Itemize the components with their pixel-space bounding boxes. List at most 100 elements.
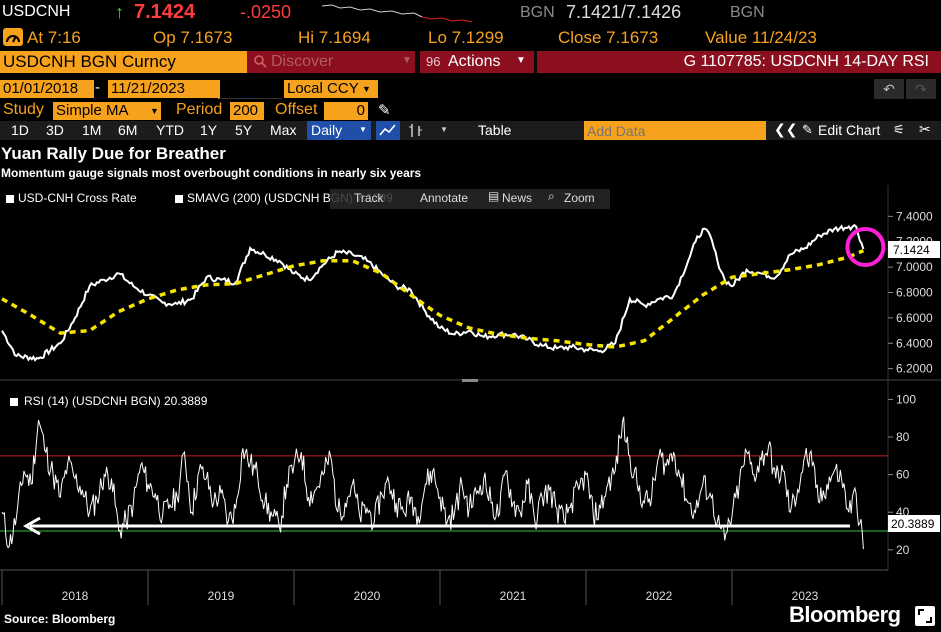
upper-tick-label: 6.6000 [896,311,933,325]
menu-annotate[interactable]: Annotate [420,191,469,205]
line-chart-icon[interactable] [376,121,400,140]
currency-select[interactable]: Local CCY [284,80,378,98]
bid-source: BGN [520,4,555,21]
rsi-last-tag: 20.3889 [888,515,940,532]
lower-legend: RSI (14) (USDCNH BGN) 20.3889 [0,393,300,413]
range-3d[interactable]: 3D [46,122,64,138]
discover-button[interactable]: Discover ▼ [247,51,415,73]
close-price: Close 7.1673 [558,28,659,47]
rsi-series-line [1,416,864,550]
actions-button[interactable]: 96 Actions ▼ [420,51,534,73]
upper-tick-label: 7.4000 [896,209,933,223]
range-max[interactable]: Max [270,122,297,138]
chevron-down-icon: ▼ [402,55,412,66]
table-button[interactable]: Table [478,122,512,138]
security-bar: USDCNH BGN Curncy Discover ▼ 96 Actions … [0,51,941,73]
quote-time: At 7:16 [27,28,81,47]
menu-zoom[interactable]: Zoom [564,191,595,205]
search-icon [253,54,267,73]
legend-swatch-sma [175,195,183,203]
upper-tick-label: 7.0000 [896,260,933,274]
upper-tick-label: 6.4000 [896,336,933,350]
high-price: Hi 7.1694 [298,28,371,47]
calendar-icon[interactable] [218,80,282,99]
x-tick-label: 2023 [792,589,819,603]
sma-series-line [1,249,865,349]
frequency-select[interactable]: Daily ▼ [307,121,371,140]
chart-toolbar: 1D 3D 1M 6M YTD 1Y 5Y Max Daily ▼ ▼ Tabl… [0,121,941,140]
legend-swatch-price [6,195,14,203]
edit-pencil-icon: ✎ [802,122,813,137]
range-1m[interactable]: 1M [82,122,102,138]
security-field[interactable]: USDCNH BGN Curncy [0,51,247,73]
up-arrow-icon: ↑ [115,2,124,22]
panel-resize-handle[interactable] [462,379,478,382]
bar-chart-icon[interactable] [404,121,428,140]
x-tick-label: 2021 [500,589,527,603]
subheadline: Momentum gauge signals most overbought c… [1,166,422,180]
lower-tick-label: 60 [896,468,910,482]
legend-price: USD-CNH Cross Rate [18,191,137,205]
x-tick-label: 2020 [354,589,381,603]
undo-button[interactable]: ↶ [874,79,904,99]
discover-label: Discover [271,53,334,70]
news-icon: ▤ [488,189,500,203]
range-6m[interactable]: 6M [118,122,138,138]
price-series-line [1,223,865,362]
range-ytd[interactable]: YTD [156,122,184,138]
bloomberg-logo: Bloomberg [789,602,901,627]
bid-ask: 7.1421/7.1426 [566,2,682,22]
range-5y[interactable]: 5Y [235,122,253,138]
settings-icon[interactable]: ⚟ [893,122,905,137]
zoom-icon: ⌕ [548,189,555,203]
menu-news[interactable]: News [502,191,533,205]
study-label: Study [3,101,44,118]
price-change: -.0250 [240,2,292,22]
edit-chart-button[interactable]: Edit Chart [818,122,881,138]
source-note: Source: Bloomberg [4,612,116,626]
start-date-field[interactable]: 01/01/2018 [0,80,94,98]
frequency-label: Daily [311,122,343,138]
upper-tick-label: 6.8000 [896,286,933,300]
chart-context-menu: Track Annotate ▤ News ⌕ Zoom [330,189,610,209]
sparkline [322,4,472,23]
tools-icon[interactable]: ✂ [919,121,931,137]
pencil-icon[interactable]: ✎ [378,102,391,119]
chevron-down-icon: ▼ [516,55,526,66]
lower-tick-label: 80 [896,430,910,444]
chevron-down-icon: ▼ [150,106,159,116]
chart-canvas[interactable]: 6.20006.40006.60006.80007.00007.20007.40… [0,185,941,605]
chart-title: G 1107785: USDCNH 14-DAY RSI [683,53,929,70]
add-data-input[interactable] [584,121,766,140]
chart-title-bar: G 1107785: USDCNH 14-DAY RSI [537,51,941,73]
offset-field[interactable]: 0 [324,102,368,120]
left-arrow-icon [22,516,850,536]
ask-source: BGN [730,4,765,21]
period-field[interactable]: 200 [230,102,264,120]
quote-header: USDCNH ↑ 7.1424 -.0250 BGN 7.1421/7.1426… [0,1,941,23]
ticker-symbol[interactable]: USDCNH [2,3,71,20]
offset-label: Offset [275,101,318,118]
legend-rsi: RSI (14) (USDCNH BGN) 20.3889 [24,394,208,408]
lower-tick-label: 100 [896,392,916,406]
range-1d[interactable]: 1D [11,122,29,138]
x-tick-label: 2022 [646,589,673,603]
x-tick-label: 2019 [208,589,235,603]
rsi-last-label: 20.3889 [891,517,935,531]
price-last-label: 7.1424 [893,243,930,257]
end-date-field[interactable]: 11/21/2023 [108,80,220,98]
range-1y[interactable]: 1Y [200,122,218,138]
study-select[interactable]: Simple MA [53,102,161,120]
upper-tick-label: 6.2000 [896,362,933,376]
menu-track[interactable]: Track [354,191,384,205]
gauge-icon [3,28,23,46]
expand-icon[interactable] [915,606,935,626]
chevron-down-icon: ▼ [440,125,448,134]
low-price: Lo 7.1299 [428,28,504,47]
collapse-icon[interactable]: ❮❮ [774,121,798,137]
date-range-row: 01/01/2018 - 11/21/2023 Local CCY ▼ ↶ ↷ [0,79,941,99]
redo-button[interactable]: ↷ [906,79,936,99]
quote-detail-row: At 7:16 Op 7.1673 Hi 7.1694 Lo 7.1299 Cl… [0,27,941,49]
actions-label: Actions [448,53,501,70]
value-date: Value 11/24/23 [705,28,817,47]
